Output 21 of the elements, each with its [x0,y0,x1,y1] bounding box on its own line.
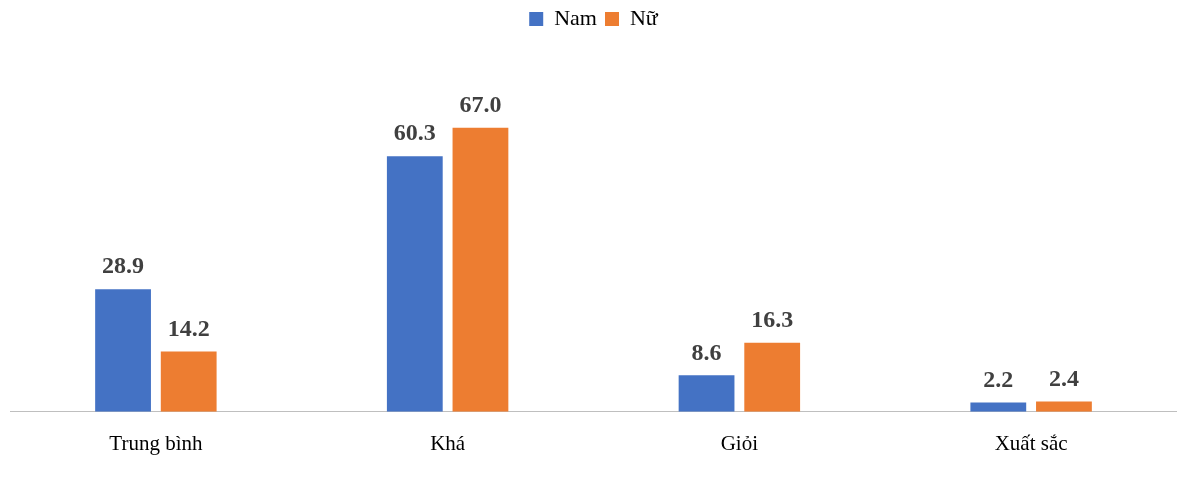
data-label: 8.6 [691,338,722,365]
legend-label: Nữ [629,4,659,30]
bar [678,375,735,412]
bar [970,402,1027,412]
x-tick-label: Khá [430,430,466,455]
legend-label: Nam [554,4,597,30]
data-label: 2.2 [983,365,1014,392]
data-label: 16.3 [751,305,794,332]
x-tick-label: Giỏi [720,430,759,455]
x-tick-label: Xuất sắc [994,430,1068,455]
data-label: 14.2 [167,314,210,341]
data-label: 28.9 [102,252,145,279]
bar [452,127,509,412]
x-tick-label: Trung bình [109,430,203,455]
data-label: 2.4 [1048,364,1079,391]
bar [386,156,443,412]
bar [95,289,151,412]
bar [160,351,217,412]
bar [744,342,801,412]
data-label: 60.3 [393,119,436,146]
data-label: 67.0 [459,90,502,117]
